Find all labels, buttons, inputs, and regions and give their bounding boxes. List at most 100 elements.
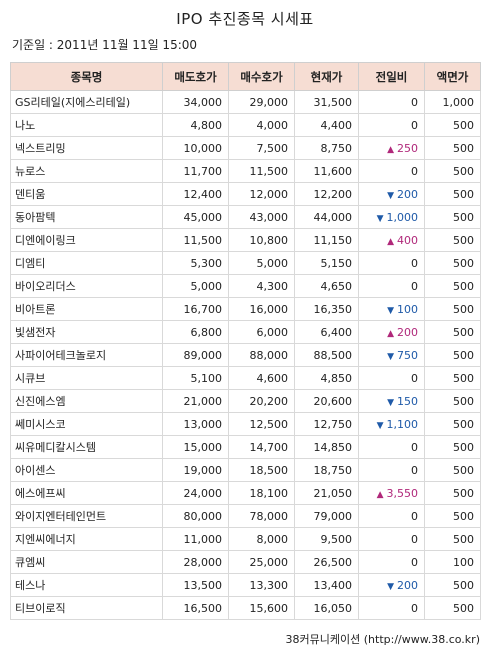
table-row: 와이지엔터테인먼트 80,000 78,000 79,000 0 500 <box>10 504 481 528</box>
table-row: 시큐브 5,100 4,600 4,850 0 500 <box>10 366 481 390</box>
par-value: 500 <box>424 251 481 275</box>
change-value: ▲ 3,550 <box>358 481 425 505</box>
sell-price: 80,000 <box>162 504 229 528</box>
change-amount: 750 <box>397 348 418 362</box>
table-row: 에스에프씨 24,000 18,100 21,050 ▲ 3,550 500 <box>10 481 481 505</box>
current-price: 11,150 <box>294 228 359 252</box>
triangle-up-icon: ▲ <box>387 144 394 155</box>
current-price: 8,750 <box>294 136 359 160</box>
sell-price: 34,000 <box>162 90 229 114</box>
stock-name: 바이오리더스 <box>10 274 163 298</box>
change-value: 0 <box>358 90 425 114</box>
triangle-down-icon: ▼ <box>387 397 394 408</box>
stock-name: 디엔에이링크 <box>10 228 163 252</box>
buy-price: 18,100 <box>228 481 295 505</box>
change-value: 0 <box>358 366 425 390</box>
buy-price: 14,700 <box>228 435 295 459</box>
header-sell: 매도호가 <box>162 62 229 91</box>
change-amount: 150 <box>397 394 418 408</box>
buy-price: 4,000 <box>228 113 295 137</box>
change-amount: 0 <box>411 463 418 477</box>
buy-price: 16,000 <box>228 297 295 321</box>
change-amount: 1,100 <box>386 417 419 431</box>
table-row: 넥스트리밍 10,000 7,500 8,750 ▲ 250 500 <box>10 136 481 160</box>
par-value: 500 <box>424 113 481 137</box>
stock-name: 티브이로직 <box>10 596 163 620</box>
current-price: 20,600 <box>294 389 359 413</box>
par-value: 500 <box>424 596 481 620</box>
buy-price: 7,500 <box>228 136 295 160</box>
change-value: ▼ 750 <box>358 343 425 367</box>
triangle-down-icon: ▼ <box>387 305 394 316</box>
change-value: 0 <box>358 550 425 574</box>
stock-name: 에스에프씨 <box>10 481 163 505</box>
change-value: ▼ 200 <box>358 573 425 597</box>
change-value: 0 <box>358 274 425 298</box>
stock-name: 큐엠씨 <box>10 550 163 574</box>
sell-price: 15,000 <box>162 435 229 459</box>
sell-price: 5,300 <box>162 251 229 275</box>
buy-price: 8,000 <box>228 527 295 551</box>
stock-name: 시큐브 <box>10 366 163 390</box>
buy-price: 13,300 <box>228 573 295 597</box>
change-value: 0 <box>358 159 425 183</box>
par-value: 500 <box>424 343 481 367</box>
par-value: 500 <box>424 297 481 321</box>
change-value: ▲ 400 <box>358 228 425 252</box>
stock-name: 비아트론 <box>10 297 163 321</box>
change-amount: 0 <box>411 279 418 293</box>
buy-price: 10,800 <box>228 228 295 252</box>
buy-price: 88,000 <box>228 343 295 367</box>
sell-price: 10,000 <box>162 136 229 160</box>
par-value: 500 <box>424 573 481 597</box>
triangle-up-icon: ▲ <box>376 489 384 500</box>
current-price: 31,500 <box>294 90 359 114</box>
triangle-down-icon: ▼ <box>376 420 384 431</box>
price-table: 종목명 매도호가 매수호가 현재가 전일비 액면가 GS리테일(지에스리테일) 3… <box>10 62 481 620</box>
current-price: 12,750 <box>294 412 359 436</box>
buy-price: 43,000 <box>228 205 295 229</box>
change-value: ▼ 1,000 <box>358 205 425 229</box>
table-row: 신진에스엠 21,000 20,200 20,600 ▼ 150 500 <box>10 389 481 413</box>
table-row: 동아팜텍 45,000 43,000 44,000 ▼ 1,000 500 <box>10 205 481 229</box>
sell-price: 12,400 <box>162 182 229 206</box>
change-amount: 200 <box>397 187 418 201</box>
change-value: ▼ 1,100 <box>358 412 425 436</box>
table-row: 쎄미시스코 13,000 12,500 12,750 ▼ 1,100 500 <box>10 412 481 436</box>
current-price: 21,050 <box>294 481 359 505</box>
par-value: 500 <box>424 274 481 298</box>
sell-price: 11,000 <box>162 527 229 551</box>
stock-name: 넥스트리밍 <box>10 136 163 160</box>
buy-price: 11,500 <box>228 159 295 183</box>
table-row: 사파이어테크놀로지 89,000 88,000 88,500 ▼ 750 500 <box>10 343 481 367</box>
current-price: 9,500 <box>294 527 359 551</box>
sell-price: 5,000 <box>162 274 229 298</box>
change-amount: 1,000 <box>386 210 419 224</box>
table-row: 테스나 13,500 13,300 13,400 ▼ 200 500 <box>10 573 481 597</box>
change-value: 0 <box>358 504 425 528</box>
triangle-down-icon: ▼ <box>387 351 394 362</box>
sell-price: 21,000 <box>162 389 229 413</box>
par-value: 1,000 <box>424 90 481 114</box>
par-value: 500 <box>424 228 481 252</box>
sell-price: 45,000 <box>162 205 229 229</box>
stock-name: 뉴로스 <box>10 159 163 183</box>
base-date: 기준일 : 2011년 11월 11일 15:00 <box>12 38 198 52</box>
triangle-up-icon: ▲ <box>387 328 394 339</box>
change-amount: 0 <box>411 118 418 132</box>
change-value: ▲ 250 <box>358 136 425 160</box>
change-amount: 0 <box>411 95 418 109</box>
sell-price: 11,700 <box>162 159 229 183</box>
change-value: 0 <box>358 113 425 137</box>
current-price: 18,750 <box>294 458 359 482</box>
par-value: 500 <box>424 159 481 183</box>
change-amount: 0 <box>411 601 418 615</box>
current-price: 5,150 <box>294 251 359 275</box>
par-value: 500 <box>424 182 481 206</box>
table-row: 지엔씨에너지 11,000 8,000 9,500 0 500 <box>10 527 481 551</box>
header-buy: 매수호가 <box>228 62 295 91</box>
table-row: 큐엠씨 28,000 25,000 26,500 0 100 <box>10 550 481 574</box>
buy-price: 4,300 <box>228 274 295 298</box>
par-value: 500 <box>424 136 481 160</box>
sell-price: 16,700 <box>162 297 229 321</box>
